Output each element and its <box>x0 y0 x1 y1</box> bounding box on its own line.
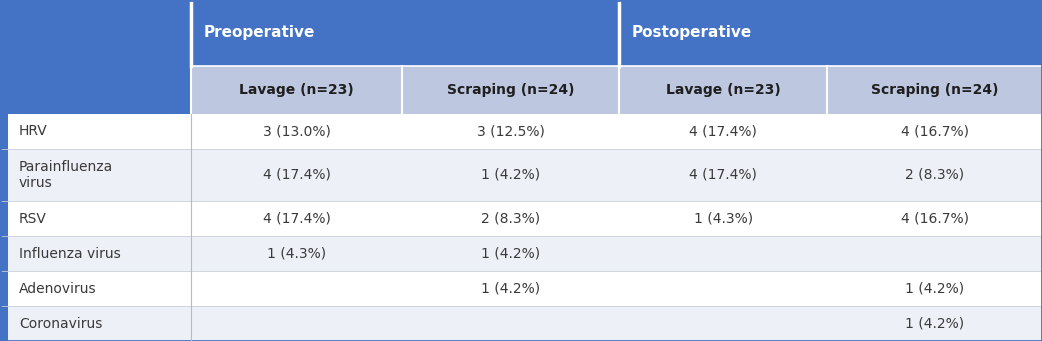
Text: Lavage (n=23): Lavage (n=23) <box>666 83 780 97</box>
FancyBboxPatch shape <box>0 306 1042 341</box>
Text: Preoperative: Preoperative <box>203 25 315 40</box>
Text: Parainfluenza
virus: Parainfluenza virus <box>19 160 113 190</box>
Text: 2 (8.3%): 2 (8.3%) <box>481 211 540 226</box>
FancyBboxPatch shape <box>0 201 1042 236</box>
Text: 1 (4.2%): 1 (4.2%) <box>481 168 540 182</box>
Text: 1 (4.2%): 1 (4.2%) <box>905 282 964 296</box>
Text: Lavage (n=23): Lavage (n=23) <box>239 83 354 97</box>
Text: 4 (17.4%): 4 (17.4%) <box>263 168 330 182</box>
Text: 4 (17.4%): 4 (17.4%) <box>689 124 758 138</box>
Text: 1 (4.3%): 1 (4.3%) <box>694 211 752 226</box>
FancyBboxPatch shape <box>0 114 1042 149</box>
Text: 2 (8.3%): 2 (8.3%) <box>905 168 964 182</box>
FancyBboxPatch shape <box>0 201 8 236</box>
FancyBboxPatch shape <box>0 236 8 271</box>
Text: Influenza virus: Influenza virus <box>19 247 121 261</box>
Text: 3 (13.0%): 3 (13.0%) <box>263 124 330 138</box>
Text: 4 (17.4%): 4 (17.4%) <box>689 168 758 182</box>
Text: Coronavirus: Coronavirus <box>19 316 102 330</box>
FancyBboxPatch shape <box>191 0 619 65</box>
FancyBboxPatch shape <box>827 65 1042 114</box>
FancyBboxPatch shape <box>619 65 827 114</box>
FancyBboxPatch shape <box>619 0 1042 65</box>
Text: Scraping (n=24): Scraping (n=24) <box>871 83 998 97</box>
FancyBboxPatch shape <box>0 306 8 341</box>
FancyBboxPatch shape <box>0 236 1042 271</box>
Text: 4 (17.4%): 4 (17.4%) <box>263 211 330 226</box>
FancyBboxPatch shape <box>0 271 8 306</box>
Text: 1 (4.3%): 1 (4.3%) <box>267 247 326 261</box>
FancyBboxPatch shape <box>0 149 8 201</box>
FancyBboxPatch shape <box>402 65 619 114</box>
Text: Adenovirus: Adenovirus <box>19 282 96 296</box>
Text: 1 (4.2%): 1 (4.2%) <box>481 282 540 296</box>
Text: 4 (16.7%): 4 (16.7%) <box>900 211 969 226</box>
Text: 4 (16.7%): 4 (16.7%) <box>900 124 969 138</box>
FancyBboxPatch shape <box>191 65 402 114</box>
Text: 1 (4.2%): 1 (4.2%) <box>905 316 964 330</box>
FancyBboxPatch shape <box>0 271 1042 306</box>
FancyBboxPatch shape <box>0 149 1042 201</box>
Text: Postoperative: Postoperative <box>631 25 751 40</box>
Text: 3 (12.5%): 3 (12.5%) <box>476 124 545 138</box>
Text: HRV: HRV <box>19 124 48 138</box>
Text: Scraping (n=24): Scraping (n=24) <box>447 83 574 97</box>
Text: RSV: RSV <box>19 211 47 226</box>
FancyBboxPatch shape <box>0 0 191 65</box>
FancyBboxPatch shape <box>0 114 8 149</box>
Text: 1 (4.2%): 1 (4.2%) <box>481 247 540 261</box>
FancyBboxPatch shape <box>0 65 191 114</box>
